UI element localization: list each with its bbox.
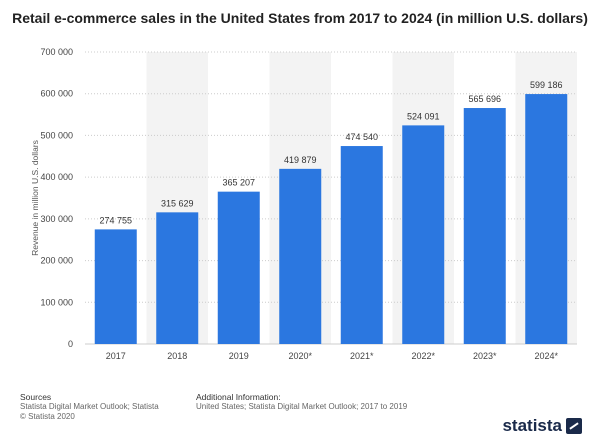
data-label: 315 629 bbox=[161, 198, 194, 208]
data-label: 419 879 bbox=[284, 155, 317, 165]
x-tick-label: 2022* bbox=[411, 351, 435, 361]
data-label: 599 186 bbox=[530, 80, 563, 90]
copyright-text: © Statista 2020 bbox=[20, 412, 75, 421]
additional-info-heading: Additional Information: bbox=[196, 392, 281, 402]
sources-block: Sources Statista Digital Market Outlook;… bbox=[20, 392, 159, 422]
x-tick-label: 2019 bbox=[229, 351, 249, 361]
logo-text: statista bbox=[502, 416, 562, 435]
additional-info-text: United States; Statista Digital Market O… bbox=[196, 402, 408, 411]
x-tick-label: 2020* bbox=[288, 351, 312, 361]
sources-text[interactable]: Statista Digital Market Outlook; Statist… bbox=[20, 402, 159, 411]
x-tick-label: 2023* bbox=[473, 351, 497, 361]
additional-info-block: Additional Information: United States; S… bbox=[196, 392, 407, 412]
statista-logo-icon bbox=[566, 418, 582, 434]
bar[interactable] bbox=[279, 168, 322, 344]
data-label: 365 207 bbox=[222, 178, 255, 188]
statista-logo[interactable]: statista bbox=[502, 416, 582, 436]
y-tick-label: 700 000 bbox=[40, 47, 73, 57]
data-label: 565 696 bbox=[468, 94, 501, 104]
data-label: 474 540 bbox=[345, 132, 378, 142]
y-tick-label: 300 000 bbox=[40, 214, 73, 224]
bar[interactable] bbox=[402, 125, 445, 344]
y-tick-label: 200 000 bbox=[40, 256, 73, 266]
bar[interactable] bbox=[525, 94, 568, 345]
y-tick-label: 500 000 bbox=[40, 130, 73, 140]
bar[interactable] bbox=[463, 108, 506, 344]
y-axis-title: Revenue in million U.S. dollars bbox=[30, 140, 40, 256]
x-tick-label: 2017 bbox=[106, 351, 126, 361]
sources-heading: Sources bbox=[20, 392, 52, 402]
bar[interactable] bbox=[156, 212, 199, 344]
y-tick-label: 400 000 bbox=[40, 172, 73, 182]
chart-title: Retail e-commerce sales in the United St… bbox=[12, 10, 588, 26]
bar[interactable] bbox=[340, 146, 383, 344]
y-tick-label: 0 bbox=[68, 339, 73, 349]
bar[interactable] bbox=[94, 229, 137, 344]
x-tick-label: 2018 bbox=[167, 351, 187, 361]
data-label: 274 755 bbox=[99, 215, 132, 225]
bar[interactable] bbox=[217, 191, 260, 344]
y-tick-label: 600 000 bbox=[40, 89, 73, 99]
y-tick-label: 100 000 bbox=[40, 297, 73, 307]
x-tick-label: 2024* bbox=[534, 351, 558, 361]
x-tick-label: 2021* bbox=[350, 351, 374, 361]
data-label: 524 091 bbox=[407, 111, 440, 121]
